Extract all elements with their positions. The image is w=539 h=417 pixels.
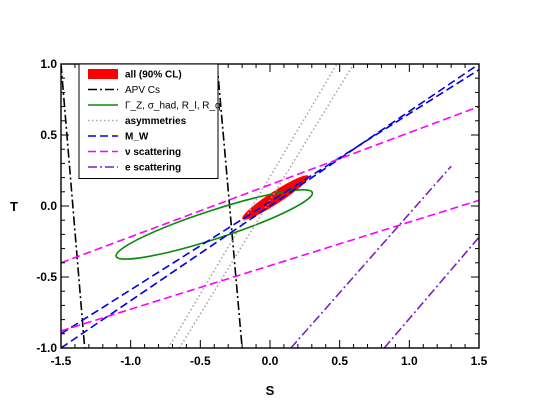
series-layer: [61, 64, 479, 348]
x-tick-label: 0.5: [331, 354, 348, 368]
series-z-had-r-l-r-q-ellipse: [115, 189, 314, 260]
x-tick-label: 1.5: [471, 354, 488, 368]
x-axis-title: S: [266, 383, 275, 398]
series-m-w-line-2: [61, 69, 479, 335]
legend-label-m-w: M_W: [125, 132, 149, 143]
y-tick-label: 0.5: [40, 128, 57, 142]
y-tick-label: -1.0: [36, 341, 57, 355]
legend-label-apv-cs: APV Cs: [125, 85, 160, 96]
x-tick-label: -1.5: [51, 354, 72, 368]
tick-layer: -1.5 -1.0 -0.5 0.0 0.5 1.0 1.5-1.0-0.50.00.51.…: [36, 57, 487, 368]
legend-label-z-had-r-l-r-q: Γ_Z, σ_had, R_l, R_q: [125, 101, 221, 112]
legend: all (90% CL) APV Cs Γ_Z, σ_had, R_l, R_qas…: [78, 63, 221, 179]
legend-label-asymmetries: asymmetries: [125, 116, 187, 127]
x-tick-label: 1.0: [401, 354, 418, 368]
legend-label-all-90-cl: all (90% CL): [125, 70, 182, 81]
y-tick-label: 1.0: [40, 57, 57, 71]
series-asymmetries-line-1: [167, 64, 338, 348]
x-tick-label: -0.5: [190, 354, 211, 368]
series-scattering-line-1: [61, 105, 479, 264]
series-apv-cs-line-1: [61, 64, 86, 348]
legend-box: [78, 63, 219, 179]
series-m-w-line-1: [61, 64, 479, 348]
y-tick-label: 0.0: [40, 199, 57, 213]
x-tick-label: 0.0: [262, 354, 279, 368]
series-e-scattering-line-1: [290, 165, 452, 348]
y-tick-label: -0.5: [36, 270, 57, 284]
legend-swatch-all-90-cl: [88, 69, 118, 79]
legend-label-e-scattering: e scattering: [125, 163, 181, 174]
series-apv-cs-line-2: [216, 64, 243, 348]
legend-label-scattering: ν scattering: [125, 147, 181, 158]
series-e-scattering-line-2: [383, 236, 479, 348]
series-scattering-line-2: [61, 199, 479, 332]
y-axis-title: T: [10, 199, 18, 214]
x-tick-label: -1.0: [120, 354, 141, 368]
